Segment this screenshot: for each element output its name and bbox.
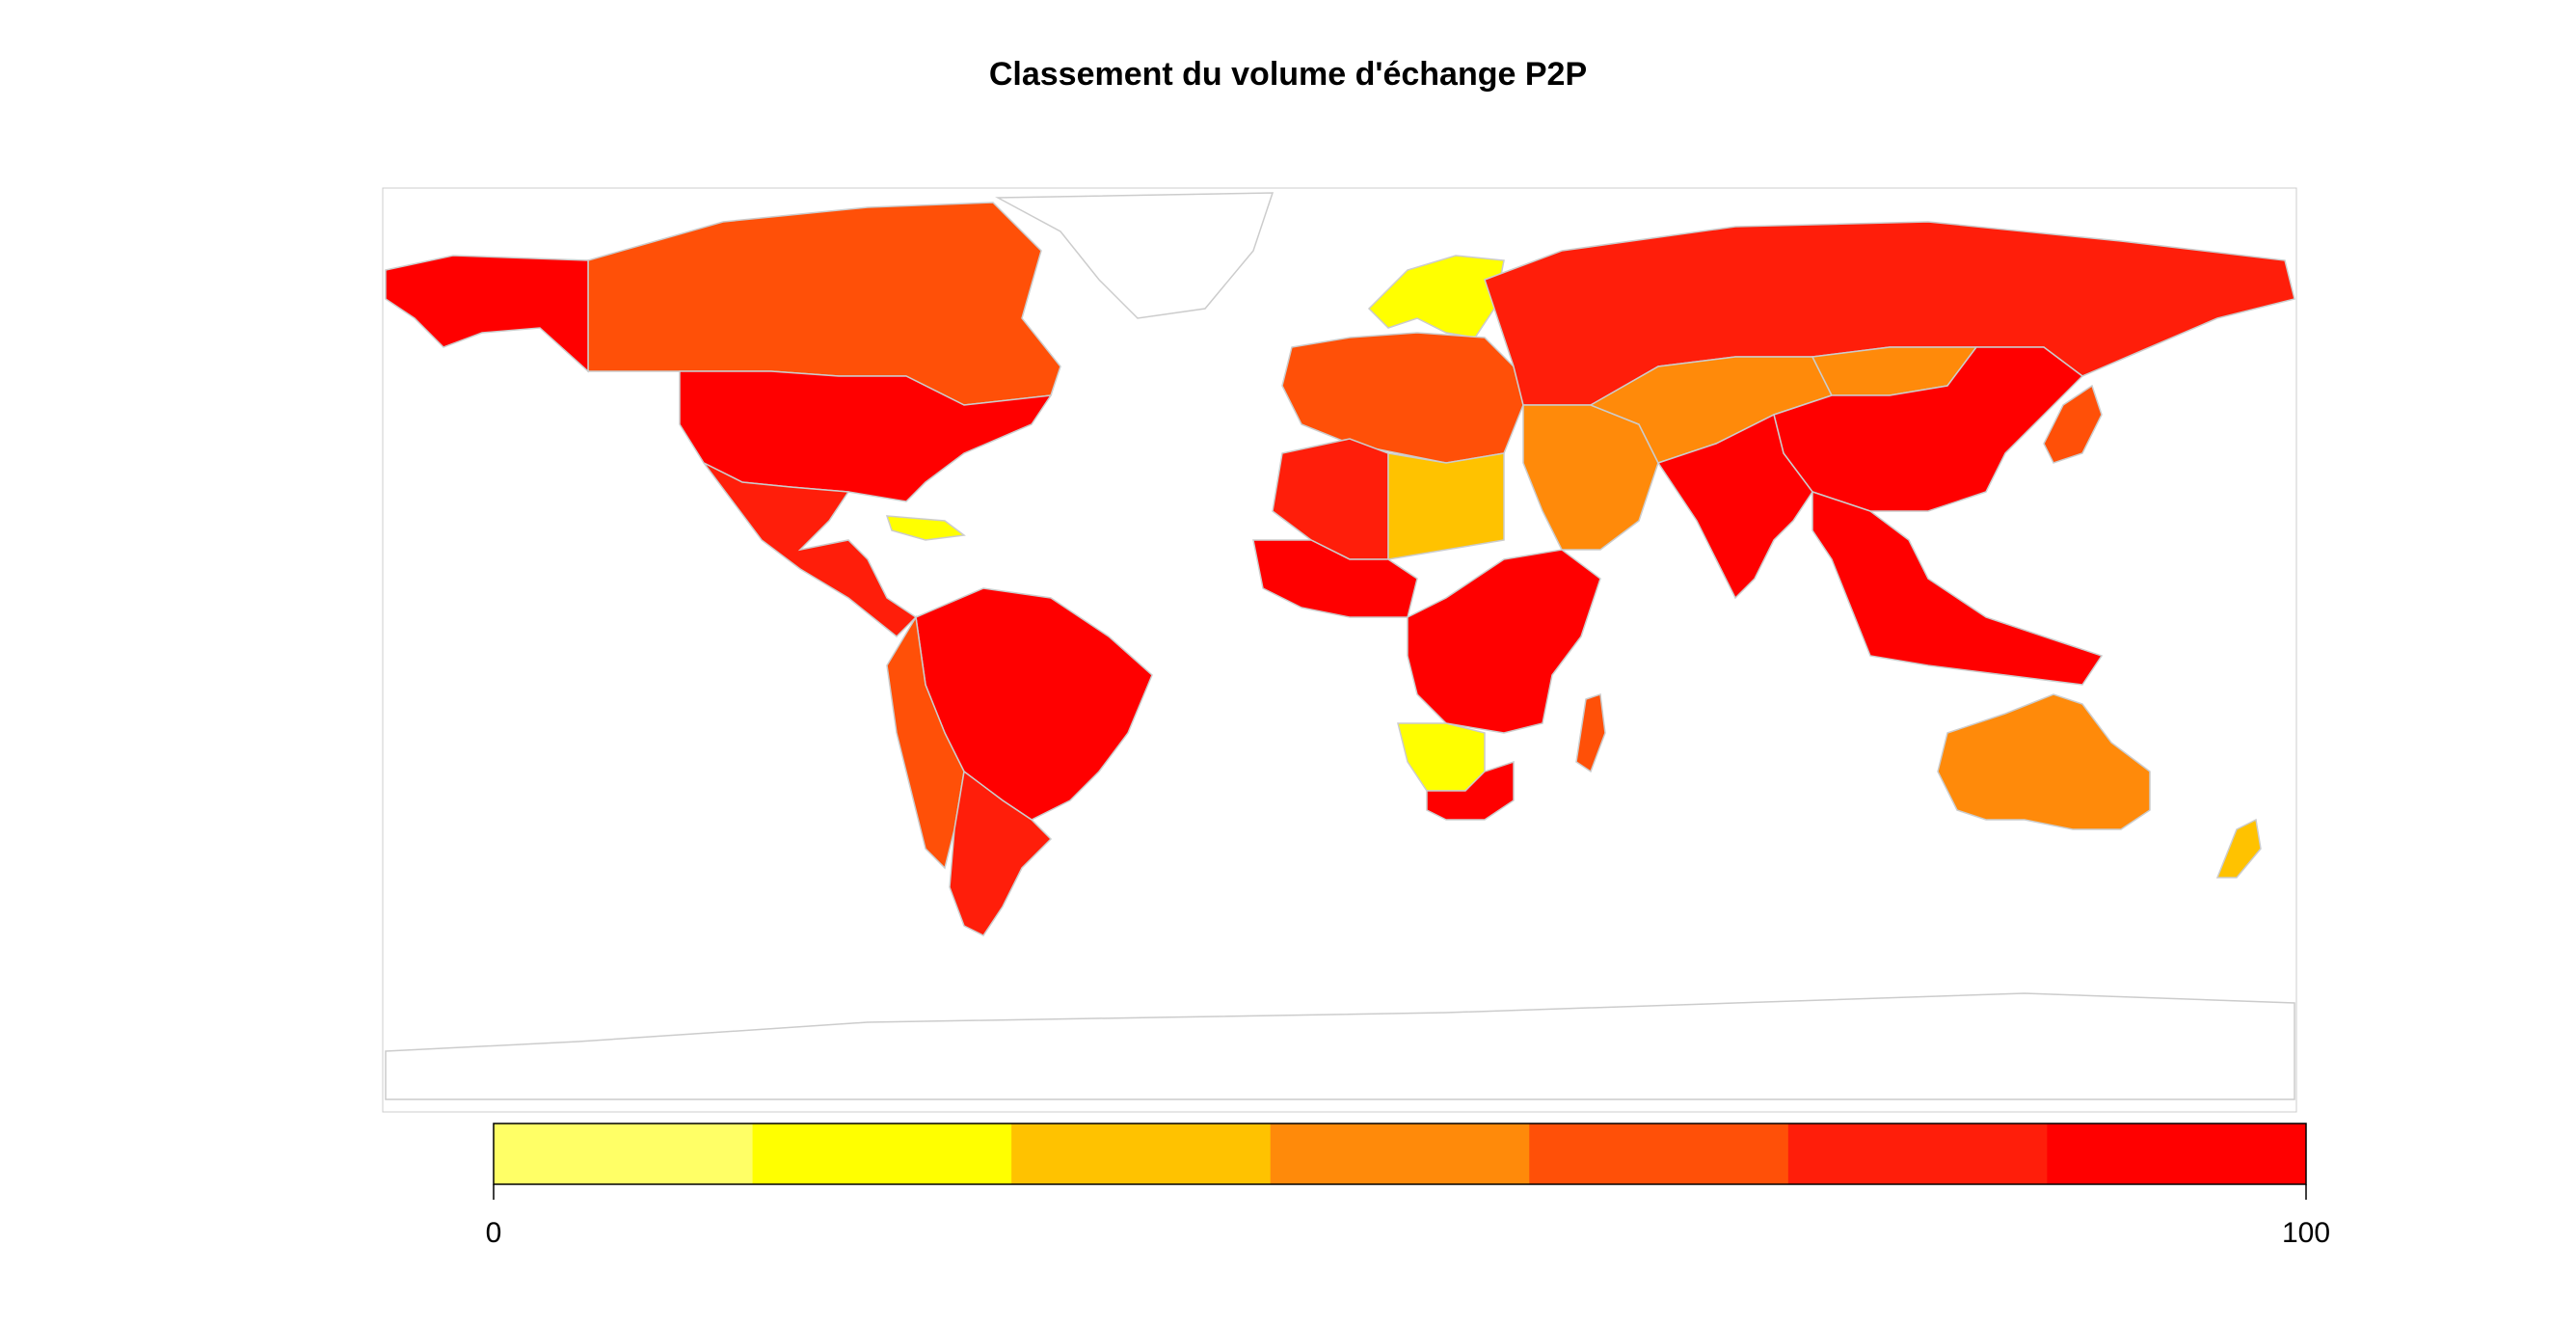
region-japan	[2043, 384, 2103, 464]
region-australia	[1937, 693, 2151, 830]
legend-bin-6	[2047, 1124, 2307, 1184]
region-scandinavia	[1367, 255, 1505, 339]
region-southern-cone	[949, 770, 1053, 936]
legend-bin-3	[1270, 1124, 1530, 1184]
region-libya	[1387, 452, 1505, 560]
region-new-zealand	[2215, 818, 2262, 879]
region-europe	[1281, 332, 1524, 464]
region-mexico	[703, 462, 918, 638]
region-caribbean	[885, 515, 966, 541]
legend-bin-5	[1787, 1124, 2048, 1184]
legend-frame	[493, 1123, 2307, 1185]
legend-bin-4	[1529, 1124, 1789, 1184]
region-antarctica	[385, 992, 2295, 1100]
region-india	[1656, 413, 1813, 600]
map-frame	[382, 187, 2297, 1113]
region-southeast-asia	[1811, 490, 2104, 686]
region-west-africa	[1252, 539, 1418, 618]
legend-min-label: 0	[485, 1217, 502, 1249]
region-greenland	[995, 192, 1275, 319]
region-alaska	[385, 255, 589, 373]
legend-bin-0	[494, 1124, 754, 1184]
legend-bin-1	[752, 1124, 1012, 1184]
region-madagascar	[1575, 692, 1606, 773]
map-title: Classement du volume d'échange P2P	[988, 56, 1588, 93]
region-middle-east	[1522, 404, 1659, 551]
region-south-africa	[1426, 760, 1515, 821]
color-legend	[493, 1123, 2307, 1185]
legend-max-label: 100	[2281, 1217, 2331, 1249]
legend-bin-2	[1011, 1124, 1272, 1184]
region-central-africa	[1407, 549, 1601, 734]
region-andes	[886, 614, 965, 870]
region-southern-africa	[1397, 722, 1486, 792]
